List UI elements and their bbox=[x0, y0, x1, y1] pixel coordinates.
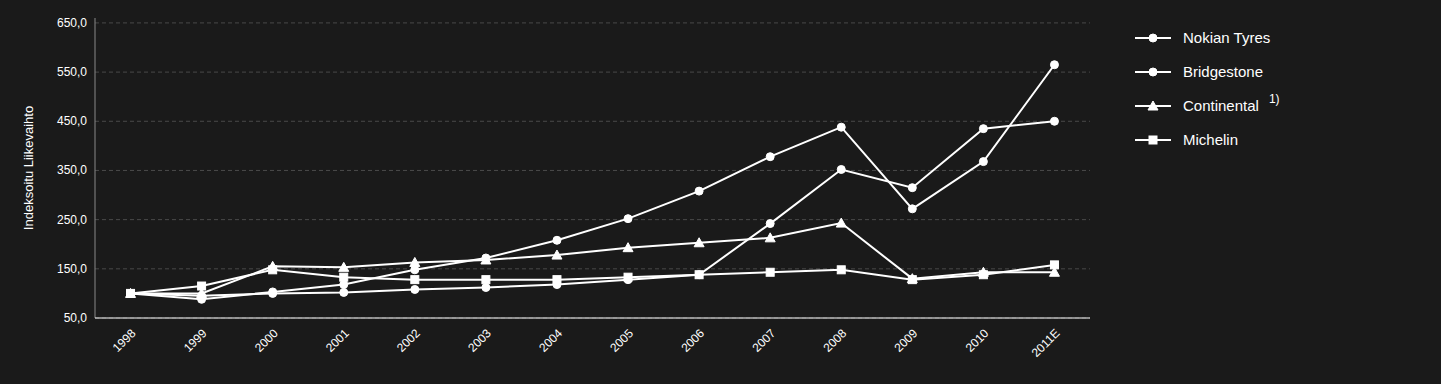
y-tick-label: 450,0 bbox=[57, 114, 87, 128]
grid-line bbox=[95, 170, 1090, 171]
y-tick-label: 50,0 bbox=[64, 311, 88, 325]
y-tick-label: 150,0 bbox=[57, 262, 87, 276]
point-marker bbox=[482, 284, 490, 292]
point-marker bbox=[694, 238, 704, 247]
x-tick-label: 2003 bbox=[465, 326, 494, 355]
x-tick-label: 2001 bbox=[323, 326, 352, 355]
grid-line bbox=[95, 72, 1090, 73]
x-tick-label: 2008 bbox=[821, 326, 850, 355]
point-marker bbox=[340, 273, 348, 281]
point-marker bbox=[198, 282, 206, 290]
grid-line bbox=[95, 219, 1090, 220]
point-marker bbox=[766, 268, 774, 276]
grid-line bbox=[95, 318, 1090, 319]
point-marker bbox=[553, 276, 561, 284]
point-marker bbox=[482, 276, 490, 284]
background bbox=[0, 0, 1441, 384]
point-marker bbox=[340, 288, 348, 296]
series-line bbox=[131, 65, 1055, 300]
y-tick-label: 250,0 bbox=[57, 213, 87, 227]
point-marker bbox=[1050, 117, 1058, 125]
point-marker bbox=[269, 289, 277, 297]
point-marker bbox=[127, 289, 135, 297]
x-tick-label: 1998 bbox=[110, 326, 139, 355]
x-tick-label: 1999 bbox=[181, 326, 210, 355]
point-marker bbox=[481, 255, 491, 264]
x-tick-label: 2006 bbox=[678, 326, 707, 355]
grid-line bbox=[95, 121, 1090, 122]
point-marker bbox=[553, 236, 561, 244]
point-marker bbox=[837, 266, 845, 274]
point-marker bbox=[837, 165, 845, 173]
chart: 50,0 150,0 250,0 350,0 450,0 550,0 650,0 1998 19… bbox=[0, 0, 1441, 384]
y-axis-line bbox=[95, 18, 96, 318]
point-marker bbox=[127, 289, 135, 297]
point-marker bbox=[624, 215, 632, 223]
x-tick-label: 2007 bbox=[749, 326, 778, 355]
point-marker bbox=[411, 276, 419, 284]
point-marker bbox=[979, 125, 987, 133]
point-marker bbox=[127, 289, 135, 297]
legend: Nokian Tyres Bridgestone Continental Michel… bbox=[1135, 29, 1270, 148]
series-line bbox=[131, 223, 1055, 293]
point-marker bbox=[411, 266, 419, 274]
point-marker bbox=[1050, 261, 1058, 269]
point-marker bbox=[907, 274, 917, 283]
x-tick-label: 2002 bbox=[394, 326, 423, 355]
point-marker bbox=[695, 271, 703, 279]
legend-marker bbox=[1149, 34, 1157, 42]
x-tick-label: 2009 bbox=[892, 326, 921, 355]
point-marker bbox=[908, 276, 916, 284]
point-marker bbox=[766, 153, 774, 161]
point-marker bbox=[837, 123, 845, 131]
legend-label: Continental bbox=[1183, 97, 1259, 114]
point-marker bbox=[411, 285, 419, 293]
x-axis-line bbox=[95, 318, 1090, 319]
point-marker bbox=[126, 288, 136, 297]
point-marker bbox=[339, 262, 349, 271]
x-tick-label: 2004 bbox=[536, 326, 565, 355]
point-marker bbox=[1050, 61, 1058, 69]
point-marker bbox=[552, 250, 562, 259]
x-tick-label: 2010 bbox=[963, 326, 992, 355]
y-axis-label: Indeksoitu Liikevaihto bbox=[21, 106, 36, 230]
point-marker bbox=[908, 184, 916, 192]
x-tick-label: 2000 bbox=[252, 326, 281, 355]
legend-label: Nokian Tyres bbox=[1183, 29, 1270, 46]
grid-line bbox=[95, 22, 1090, 23]
point-marker bbox=[410, 257, 420, 266]
point-marker bbox=[765, 233, 775, 242]
annotation: 1) bbox=[1269, 92, 1280, 106]
legend-marker bbox=[1149, 136, 1157, 144]
grid-line bbox=[95, 268, 1090, 269]
point-marker bbox=[695, 187, 703, 195]
point-marker bbox=[979, 158, 987, 166]
y-tick-label: 650,0 bbox=[57, 16, 87, 30]
y-tick-label: 350,0 bbox=[57, 163, 87, 177]
series-line bbox=[131, 265, 1055, 294]
legend-marker bbox=[1149, 68, 1157, 76]
point-marker bbox=[624, 273, 632, 281]
x-tick-label: 2005 bbox=[607, 326, 636, 355]
legend-marker bbox=[1148, 101, 1158, 110]
y-tick-label: 550,0 bbox=[57, 65, 87, 79]
point-marker bbox=[979, 271, 987, 279]
point-marker bbox=[340, 281, 348, 289]
point-marker bbox=[623, 243, 633, 252]
point-marker bbox=[695, 271, 703, 279]
x-tick-label: 2011E bbox=[1029, 326, 1063, 360]
series-line bbox=[131, 121, 1055, 296]
point-marker bbox=[766, 220, 774, 228]
point-marker bbox=[269, 266, 277, 274]
legend-label: Michelin bbox=[1183, 131, 1238, 148]
point-marker bbox=[908, 205, 916, 213]
point-marker bbox=[836, 218, 846, 227]
legend-label: Bridgestone bbox=[1183, 63, 1263, 80]
plot-area bbox=[126, 61, 1060, 304]
